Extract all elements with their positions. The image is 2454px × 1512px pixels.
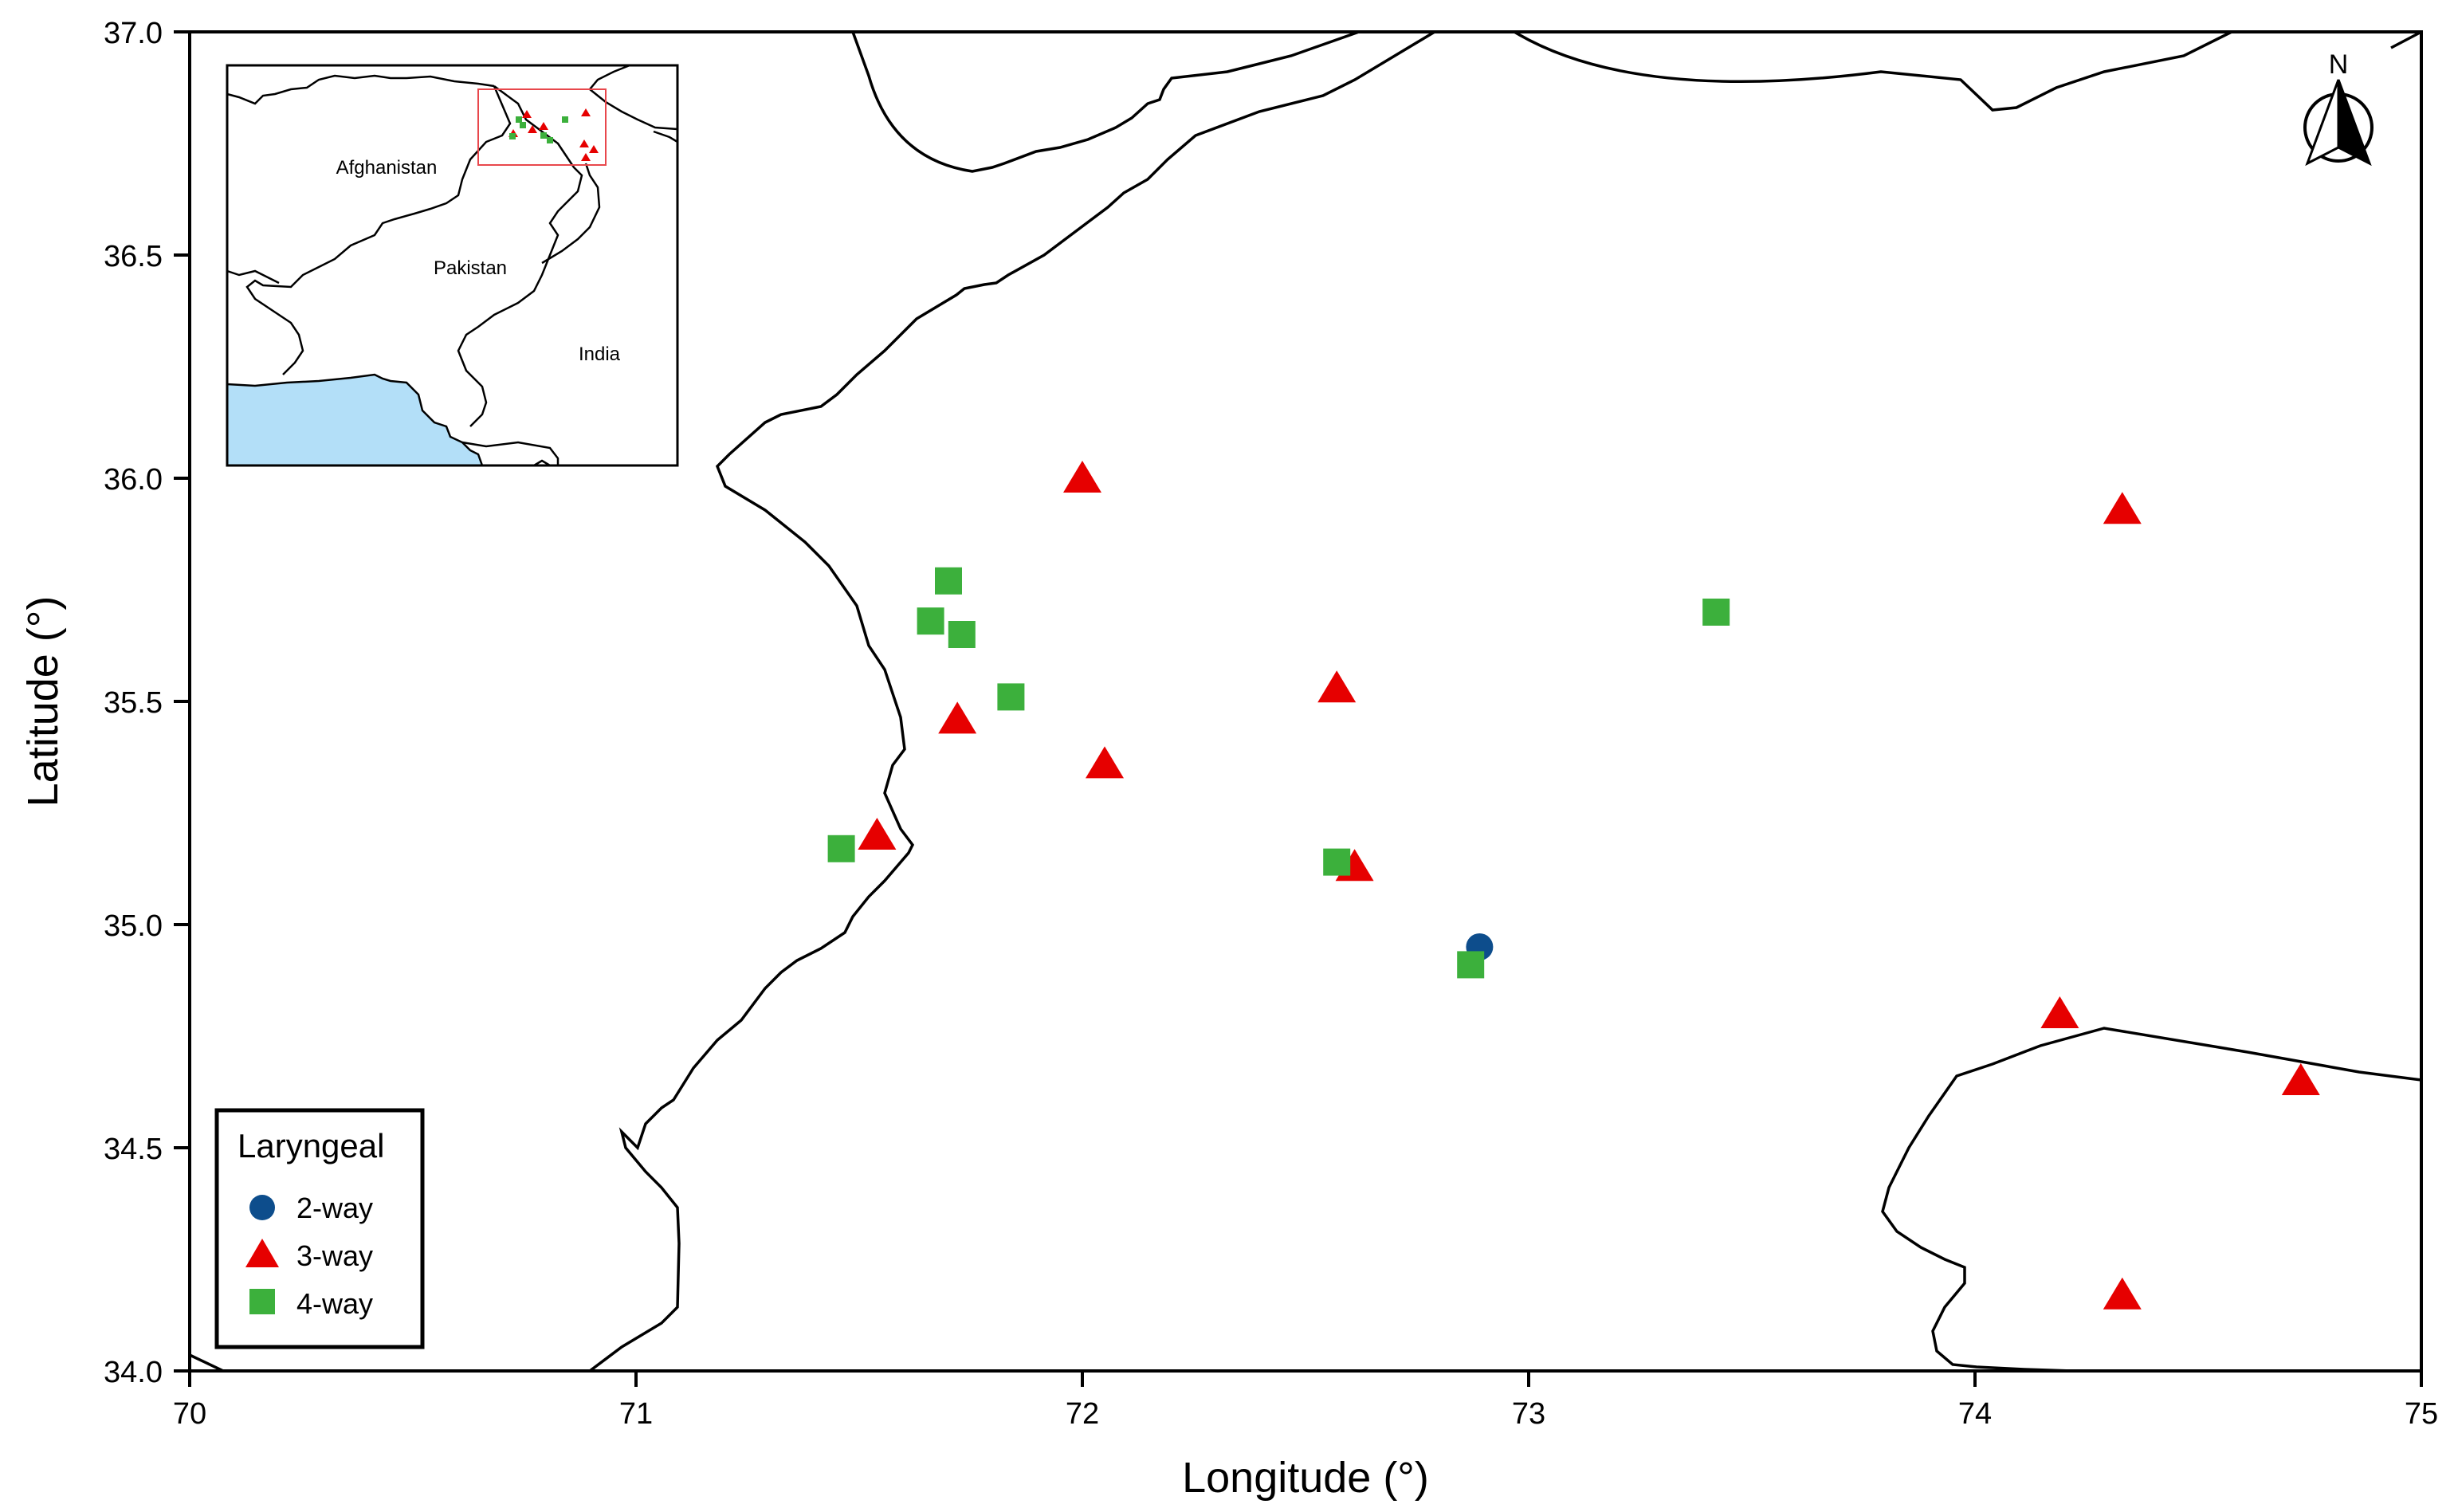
y-tick-label: 35.5 — [104, 686, 163, 720]
x-tick-label: 71 — [619, 1397, 653, 1431]
y-tick-label: 34.0 — [104, 1356, 163, 1389]
data-point-3-way — [2103, 1277, 2142, 1310]
x-tick-label: 72 — [1066, 1397, 1099, 1431]
legend-marker-2way — [249, 1195, 275, 1220]
inset-study-area-frame — [477, 88, 607, 166]
data-point-4-way — [1702, 599, 1730, 626]
x-tick-label: 70 — [173, 1397, 206, 1431]
y-ticks — [174, 30, 190, 1373]
data-point-4-way — [1323, 848, 1351, 876]
x-axis-title: Longitude (°) — [1182, 1454, 1429, 1502]
legend-item-label: 2-way — [296, 1192, 373, 1224]
y-tick-label: 34.5 — [104, 1133, 163, 1166]
border-kashmir — [1881, 1027, 2422, 1373]
legend-marker-3way — [245, 1239, 279, 1267]
border-afghan-pak — [588, 30, 1435, 1373]
x-tick-label: 74 — [1958, 1397, 1992, 1431]
x-tick-labels: 70 71 72 73 74 75 — [173, 1397, 2438, 1431]
x-tick-label: 73 — [1512, 1397, 1545, 1431]
data-point-4-way — [935, 567, 962, 595]
data-point-4-way — [1457, 951, 1485, 979]
inset-borders — [226, 64, 678, 467]
y-tick-labels: 34.0 34.5 35.0 35.5 36.0 36.5 37.0 — [104, 17, 163, 1389]
data-point-4-way — [917, 607, 944, 635]
inset-sea — [226, 373, 484, 467]
border-lines — [189, 30, 2422, 1373]
data-point-3-way — [2103, 492, 2142, 524]
north-arrow: N — [2303, 49, 2374, 167]
y-tick-label: 35.0 — [104, 909, 163, 943]
border-main — [851, 30, 1360, 173]
data-point-3-way — [1063, 461, 1101, 493]
border-north — [1514, 30, 2232, 112]
data-point-4-way — [997, 683, 1025, 711]
north-arrow-right — [2337, 79, 2372, 167]
data-point-3-way — [2281, 1063, 2320, 1095]
border-sw — [189, 1353, 224, 1373]
inset-frame — [226, 64, 679, 467]
legend-item-label: 4-way — [296, 1287, 373, 1320]
data-points — [827, 461, 2320, 1310]
data-point-3-way — [938, 701, 977, 734]
inset-label-pakistan: Pakistan — [434, 257, 507, 279]
data-point-3-way — [1317, 670, 1357, 703]
north-arrow-left — [2305, 79, 2340, 167]
inset-label-afghanistan: Afghanistan — [336, 157, 438, 179]
y-tick-label: 36.0 — [104, 463, 163, 497]
legend: Laryngeal 2-way 3-way 4-way — [214, 1108, 425, 1349]
data-point-3-way — [858, 818, 897, 850]
data-point-3-way — [2040, 996, 2079, 1028]
data-point-4-way — [948, 621, 976, 648]
inset-label-india: India — [579, 344, 621, 365]
legend-title: Laryngeal — [238, 1127, 384, 1164]
border-ne2 — [2390, 30, 2422, 49]
inset-map: Afghanistan Pakistan India — [226, 64, 679, 467]
y-tick-label: 37.0 — [104, 17, 163, 50]
legend-marker-4way — [249, 1289, 275, 1314]
y-tick-label: 36.5 — [104, 240, 163, 273]
data-point-4-way — [827, 835, 855, 862]
y-axis-title: Latitude (°) — [19, 596, 67, 807]
inset-points — [508, 108, 599, 161]
x-tick-label: 75 — [2405, 1397, 2438, 1431]
north-arrow-label: N — [2329, 49, 2349, 80]
x-ticks — [188, 1371, 2423, 1387]
data-point-3-way — [1086, 746, 1124, 779]
legend-item-label: 3-way — [296, 1239, 373, 1272]
